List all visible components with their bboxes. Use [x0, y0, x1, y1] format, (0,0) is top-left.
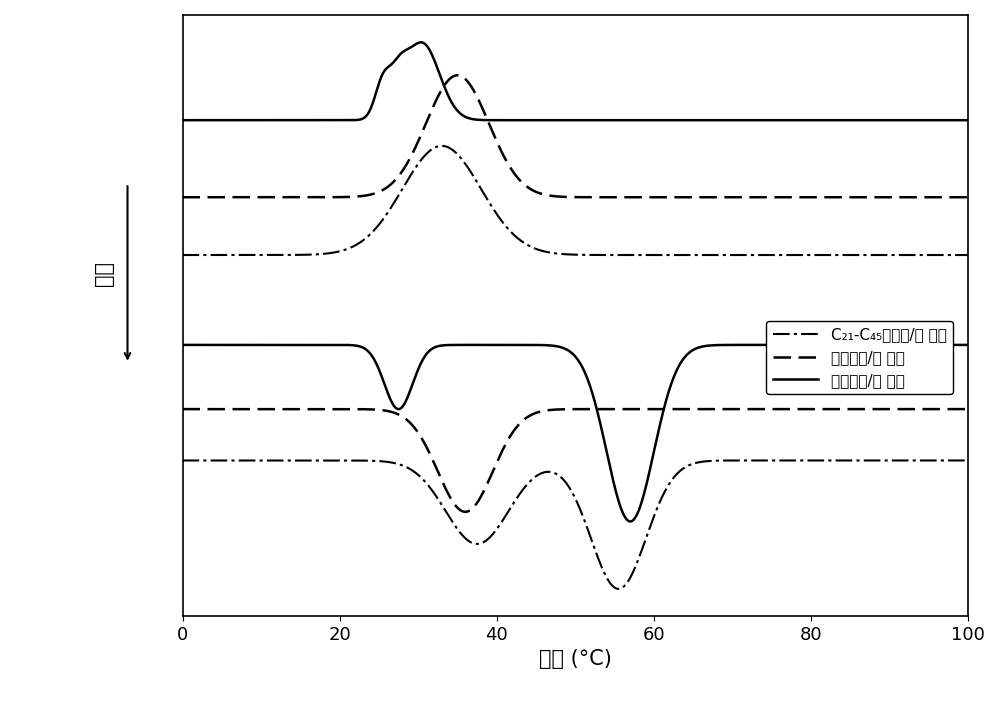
Text: 放热: 放热	[94, 261, 114, 286]
X-axis label: 温度 (°C): 温度 (°C)	[539, 650, 612, 670]
Legend: C₂₁-C₄₅混合物/聚 氨酩, 正二十烷/聚 氨酩, 正十八烷/聚 氨酩: C₂₁-C₄₅混合物/聚 氨酩, 正二十烷/聚 氨酩, 正十八烷/聚 氨酩	[766, 322, 953, 394]
